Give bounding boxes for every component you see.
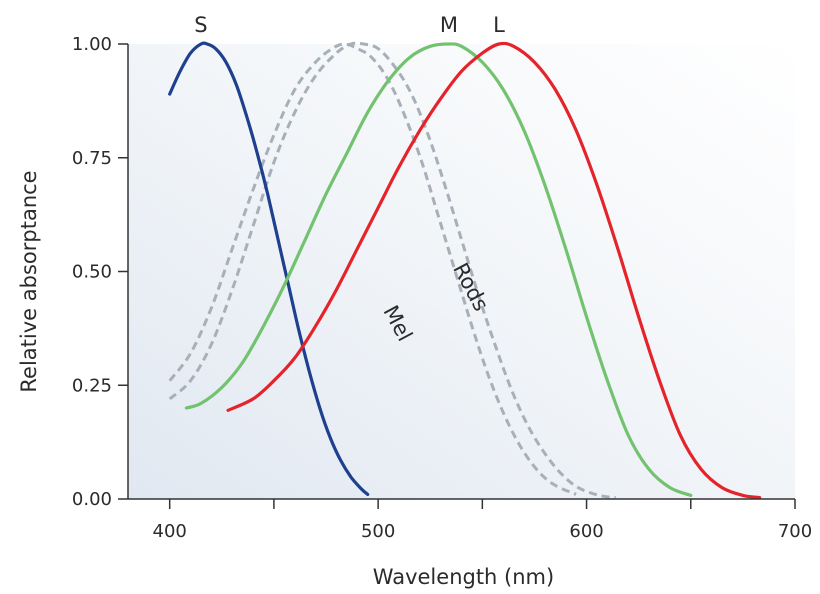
y-tick-label: 0.00 (72, 489, 112, 510)
y-tick-label: 1.00 (72, 34, 112, 55)
x-tick-label: 500 (361, 521, 395, 542)
l-label: L (493, 13, 505, 37)
axes-layer: 0.00 0.25 0.50 0.75 1.00 400 500 600 700 (72, 34, 812, 542)
l-curve (226, 41, 762, 500)
x-tick-label: 400 (153, 521, 187, 542)
y-tick-label: 0.25 (72, 375, 112, 396)
rods-curve (168, 41, 616, 500)
x-tick-label: 700 (778, 521, 812, 542)
y-axis-title: Relative absorptance (17, 170, 41, 392)
m-curve (184, 42, 693, 497)
s-label: S (194, 13, 207, 37)
mel-curve (168, 42, 577, 496)
m-label: M (440, 13, 458, 37)
curves-layer (168, 41, 762, 500)
s-curve (168, 41, 370, 496)
y-tick-label: 0.75 (72, 148, 112, 169)
y-tick-label: 0.50 (72, 262, 112, 283)
x-axis-title: Wavelength (nm) (373, 565, 554, 589)
x-tick-label: 600 (569, 521, 603, 542)
